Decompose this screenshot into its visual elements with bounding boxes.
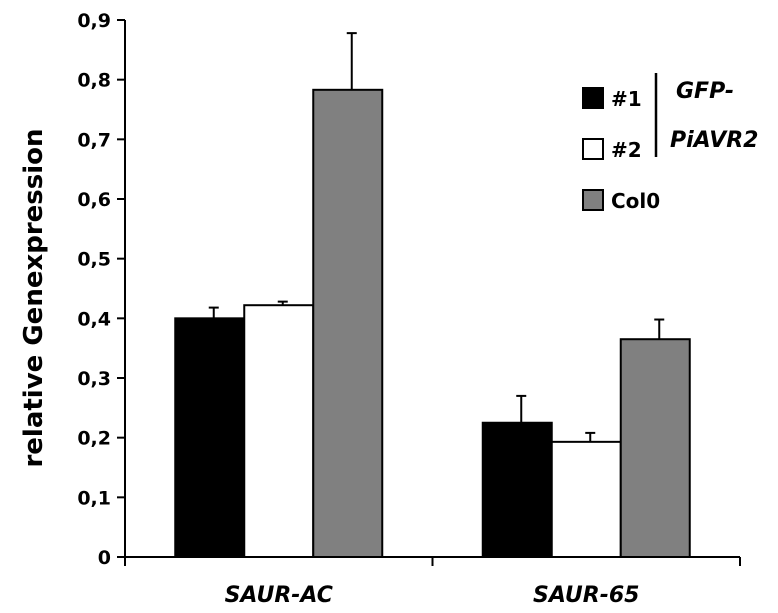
legend-swatch xyxy=(582,138,604,160)
bars xyxy=(174,88,691,559)
bar xyxy=(481,421,553,558)
y-tick-label: 0,5 xyxy=(77,249,111,271)
bar xyxy=(243,304,315,558)
y-tick-label: 0,2 xyxy=(77,428,111,450)
y-tick-label: 0,8 xyxy=(77,70,111,92)
y-tick-label: 0,6 xyxy=(77,189,111,211)
legend-swatch xyxy=(582,87,604,109)
y-tick-label: 0 xyxy=(98,547,111,569)
y-tick-label: 0,3 xyxy=(77,368,111,390)
legend-swatch xyxy=(582,189,604,211)
bar xyxy=(619,338,691,559)
y-tick-label: 0,7 xyxy=(77,129,111,151)
x-tick-label: SAUR-AC xyxy=(225,583,333,608)
legend-label: #2 xyxy=(611,138,642,162)
legend-group-label: PiAVR2 xyxy=(670,128,758,153)
y-tick-label: 0,1 xyxy=(77,487,111,509)
x-tick-label: SAUR-65 xyxy=(533,583,639,608)
y-tick-label: 0,4 xyxy=(77,308,111,330)
bar xyxy=(550,440,622,558)
error-bars xyxy=(208,32,665,442)
bar xyxy=(312,88,384,558)
legend: #1 #2 Col0 GFP- PiAVR2 xyxy=(582,73,758,213)
y-tick-label: 0,9 xyxy=(77,10,111,32)
legend-group-label: GFP- xyxy=(676,79,734,104)
y-axis-label: relative Genexpression xyxy=(19,128,49,467)
legend-label: Col0 xyxy=(611,189,660,213)
legend-label: #1 xyxy=(611,87,642,111)
bar xyxy=(174,317,246,559)
